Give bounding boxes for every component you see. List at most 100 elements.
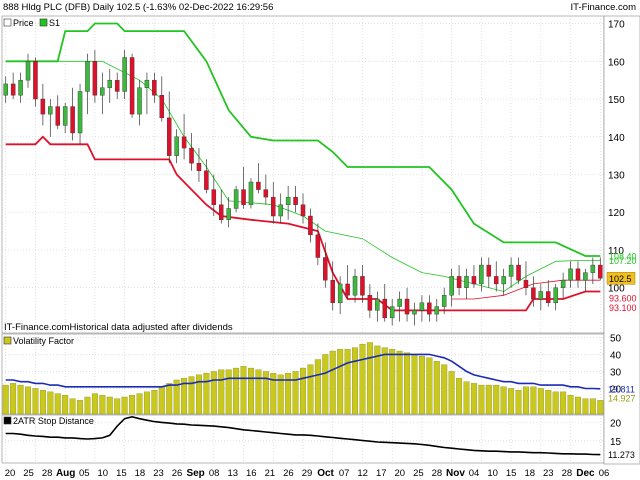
volatility-bar: [337, 349, 344, 415]
price-tick-label: 150: [608, 95, 625, 106]
volatility-bar: [114, 398, 121, 415]
volatility-bar: [448, 371, 455, 415]
volatility-tick-label: 40: [610, 350, 622, 361]
volatility-bar: [210, 371, 217, 415]
atr-level-label: 11.273: [608, 450, 635, 460]
candle-body: [293, 196, 298, 205]
volatility-bar: [418, 355, 425, 415]
price-level-label: 93.600: [609, 293, 637, 303]
candle-body: [352, 276, 358, 296]
price-tick-label: 160: [608, 57, 625, 68]
volatility-bar: [84, 396, 91, 415]
candle-body: [92, 61, 98, 96]
volatility-bar: [270, 372, 277, 415]
volatility-bar: [173, 379, 180, 415]
volatility-bar: [582, 398, 589, 415]
candle-body: [479, 264, 484, 285]
volatility-bar: [195, 374, 202, 415]
volatility-bar: [530, 386, 537, 415]
x-month-label: Oct: [317, 468, 334, 479]
candle-body: [508, 264, 514, 277]
x-tick-label: 10: [98, 468, 109, 479]
x-tick-label: 12: [357, 468, 368, 479]
candle-body: [219, 204, 224, 220]
price-tick-label: 140: [608, 133, 625, 144]
x-tick-label: 20: [5, 468, 16, 479]
volatility-bar: [396, 350, 403, 415]
volatility-bar: [515, 390, 522, 415]
candle-body: [278, 204, 283, 217]
volatility-bar: [136, 393, 143, 415]
volatility-bar: [39, 390, 46, 415]
x-tick-label: 28: [562, 468, 573, 479]
candle-body: [122, 57, 127, 92]
volatility-bar: [277, 374, 284, 415]
candle-body: [204, 170, 209, 190]
legend-s1-label: S1: [49, 18, 60, 28]
candle-body: [538, 291, 544, 300]
x-tick-label: 04: [469, 468, 480, 479]
volatility-bar: [218, 369, 225, 415]
volatility-bar: [589, 398, 596, 415]
volatility-bar: [500, 386, 507, 415]
candle-body: [85, 61, 90, 92]
volatility-bar: [314, 359, 321, 415]
x-tick-label: 18: [524, 468, 535, 479]
candle-body: [367, 295, 373, 311]
volatility-bar: [54, 393, 61, 415]
candle-body: [427, 302, 432, 315]
candle-body: [137, 87, 142, 115]
x-month-label: Aug: [56, 468, 75, 479]
candle-body: [256, 181, 261, 190]
volatility-bar: [433, 361, 440, 415]
candle-body: [159, 95, 165, 119]
x-tick-label: 10: [487, 468, 498, 479]
volatility-bar: [508, 388, 515, 415]
x-tick-label: 25: [23, 468, 34, 479]
volatility-bar: [552, 391, 559, 415]
volatility-bar: [366, 342, 373, 415]
legend-price-label: Price: [13, 18, 34, 28]
candle-body: [48, 106, 53, 115]
volatility-bar: [25, 386, 31, 415]
price-tick-label: 170: [608, 20, 625, 31]
x-tick-label: 05: [79, 468, 90, 479]
candle-body: [471, 276, 477, 285]
legend-atr-label: 2ATR Stop Distance: [13, 416, 94, 426]
volatility-bar: [77, 400, 84, 415]
volatility-bar: [129, 395, 136, 415]
volatility-bar: [121, 396, 128, 415]
volatility-bar: [537, 388, 544, 415]
volatility-bar: [292, 371, 299, 415]
volatility-bar: [69, 398, 76, 415]
volatility-bar: [106, 396, 113, 415]
x-tick-label: 16: [246, 468, 257, 479]
volatility-average-line: [5, 353, 601, 390]
candle-body: [144, 79, 150, 88]
x-tick-label: 18: [135, 468, 146, 479]
volatility-bar: [470, 383, 477, 415]
candle-body: [449, 276, 454, 296]
candle-body: [285, 196, 291, 205]
price-tick-label: 110: [608, 246, 624, 257]
candle-body: [375, 298, 380, 311]
x-tick-label: 07: [339, 468, 350, 479]
candle-body: [181, 136, 187, 149]
candle-body: [33, 61, 38, 100]
candle-body: [330, 279, 335, 304]
atr-tick-label: 15: [610, 437, 622, 448]
volatility-bar: [62, 395, 69, 415]
candle-body: [464, 276, 469, 288]
candle-body: [523, 279, 529, 288]
candle-body: [360, 276, 365, 296]
price-level-label: 102.5: [609, 274, 632, 284]
candle-body: [114, 79, 120, 92]
candle-body: [241, 189, 246, 205]
candle-body: [337, 283, 343, 304]
x-tick-label: 17: [376, 468, 387, 479]
volatility-bar: [381, 347, 388, 415]
volatility-bar: [47, 391, 54, 415]
chart-title: 888 Hldg PLC (DFB) Daily 102.5 (-1.63% 0…: [3, 2, 274, 13]
volatility-bar: [188, 376, 195, 415]
volatility-bar: [181, 378, 188, 415]
